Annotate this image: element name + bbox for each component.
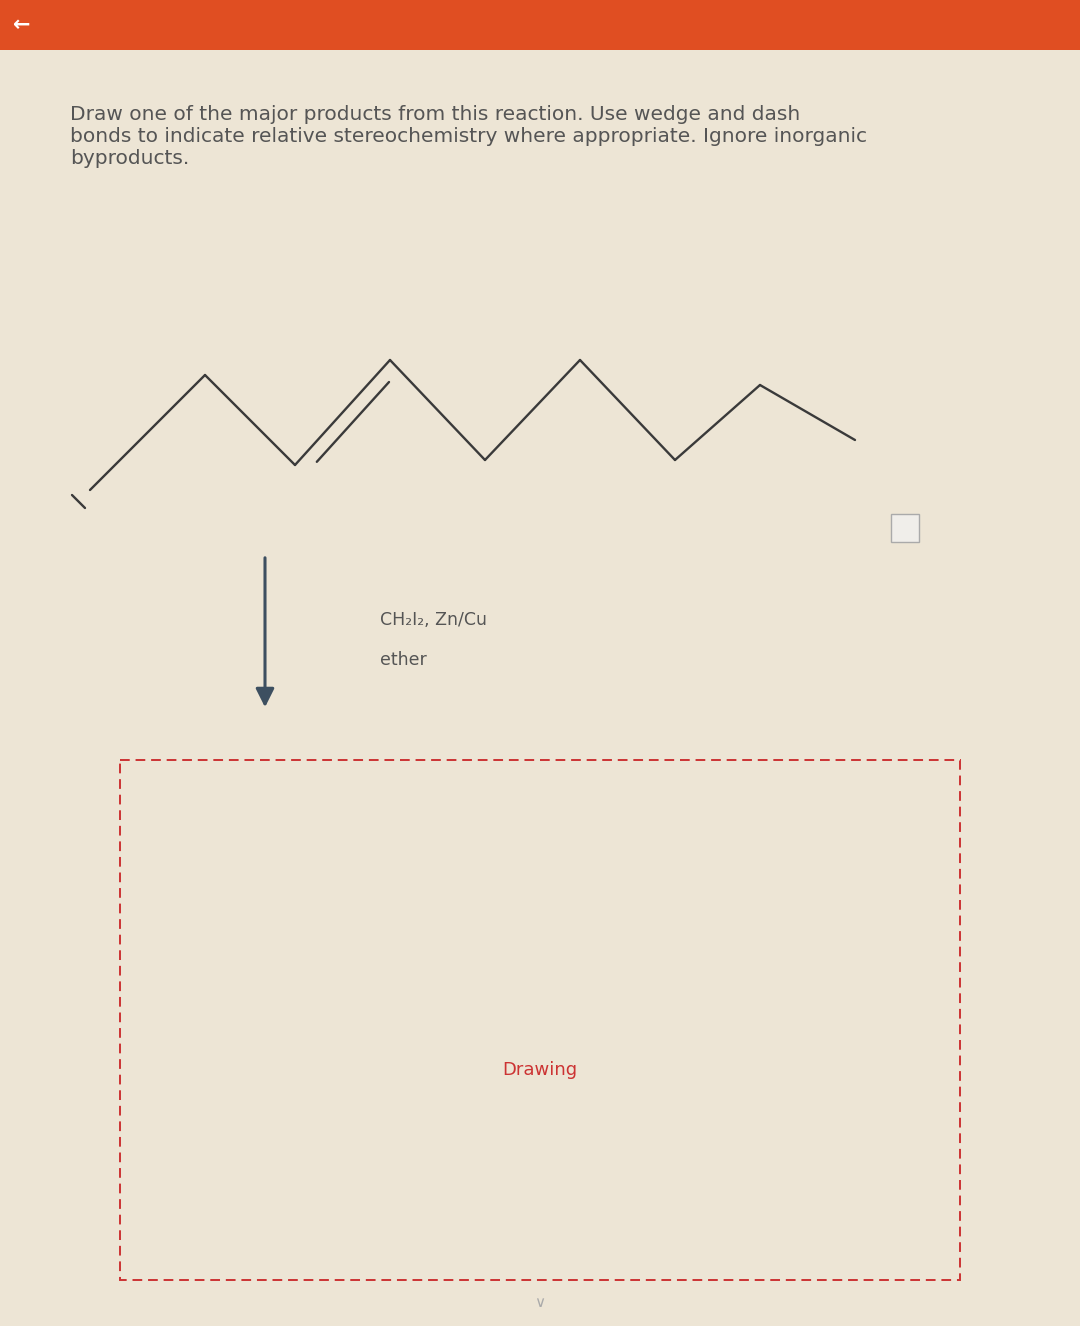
Text: ether: ether	[380, 651, 427, 670]
Text: Drawing: Drawing	[502, 1061, 578, 1079]
Text: q: q	[902, 522, 908, 533]
Text: ∨: ∨	[535, 1296, 545, 1310]
Text: CH₂I₂, Zn/Cu: CH₂I₂, Zn/Cu	[380, 611, 487, 629]
Bar	[891, 514, 919, 542]
Text: Draw one of the major products from this reaction. Use wedge and dash
bonds to i: Draw one of the major products from this…	[70, 105, 867, 168]
Bar	[0, 0, 1080, 50]
Bar	[120, 760, 960, 1280]
Text: ←: ←	[13, 15, 30, 34]
